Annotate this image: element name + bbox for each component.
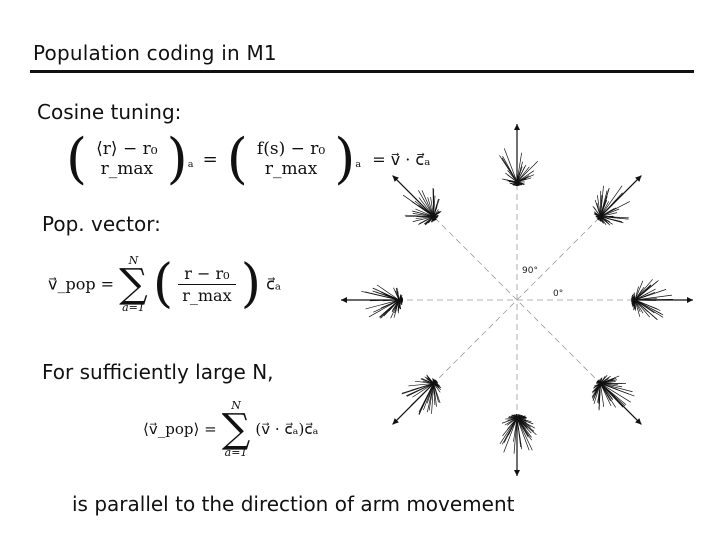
eq3-body: (v⃗ · c⃗ₐ)c⃗ₐ: [255, 420, 319, 438]
neuron-cluster-45: [592, 185, 631, 226]
eq3-sum-bottom: a=1: [224, 446, 248, 459]
eq2-sum-top: N: [128, 254, 139, 267]
eq1-rhs: = v⃗ · c⃗ₐ: [372, 149, 431, 169]
arrowhead-90: [514, 124, 520, 130]
eq1-sub-a2: a: [355, 158, 362, 170]
slide-title: Population coding in M1: [33, 41, 277, 65]
population-vector-figure: 90° 0°: [341, 124, 693, 476]
arrowhead-270: [514, 470, 520, 476]
arrowhead-45: [635, 175, 642, 182]
arrowhead-135: [392, 175, 399, 182]
neuron-cluster-270: [499, 413, 537, 454]
eq1-num2: f(s) − r₀: [256, 139, 326, 159]
eq1-den1: r_max: [100, 159, 154, 179]
neuron-cluster-180: [361, 284, 404, 319]
eq2-lhs: v⃗_pop =: [48, 274, 115, 294]
arrowhead-315: [635, 418, 642, 425]
expected-pop-vector-equation: ⟨v⃗_pop⟩ = N ∑ a=1 (v⃗ · c⃗ₐ)c⃗ₐ: [143, 399, 319, 459]
population-vector-arrow-315: [600, 383, 642, 425]
eq3-sum-top: N: [231, 399, 241, 412]
eq3-lhs: ⟨v⃗_pop⟩ =: [143, 420, 217, 438]
cosine-tuning-label: Cosine tuning:: [37, 100, 182, 124]
large-n-label: For sufficiently large N,: [42, 360, 274, 384]
cosine-tuning-equation: ( ⟨r⟩ − r₀ r_max )a = ( f(s) − r₀ r_max …: [66, 127, 431, 190]
eq1-den2: r_max: [264, 159, 318, 179]
eq2-den: r_max: [182, 285, 232, 305]
label-0-degrees: 0°: [553, 289, 563, 299]
eq2-tail: c⃗ₐ: [266, 274, 282, 294]
neuron-cluster-90: [499, 148, 538, 187]
conclusion-text: is parallel to the direction of arm move…: [72, 492, 515, 516]
neuron-cluster-135: [402, 187, 442, 226]
eq1-sub-a: a: [187, 158, 194, 170]
pop-vector-label: Pop. vector:: [42, 212, 161, 236]
eq1-num1: ⟨r⟩ − r₀: [96, 139, 158, 159]
pop-vector-equation: v⃗_pop = N ∑ a=1 ( r − r₀ r_max ) c⃗ₐ: [48, 254, 282, 314]
arrowhead-180: [341, 297, 347, 303]
title-rule: [30, 70, 694, 73]
arrowhead-225: [392, 418, 399, 425]
eq2-sum-bottom: a=1: [122, 301, 145, 314]
label-90-degrees: 90°: [522, 266, 538, 276]
population-vector-arrow-45: [600, 175, 642, 217]
population-vector-arrow-225: [392, 383, 434, 425]
population-vector-arrow-135: [392, 175, 434, 217]
arrowhead-0: [687, 297, 693, 303]
population-vectors: [341, 124, 693, 476]
eq2-num: r − r₀: [184, 263, 230, 283]
neuron-cluster-315: [591, 375, 635, 411]
